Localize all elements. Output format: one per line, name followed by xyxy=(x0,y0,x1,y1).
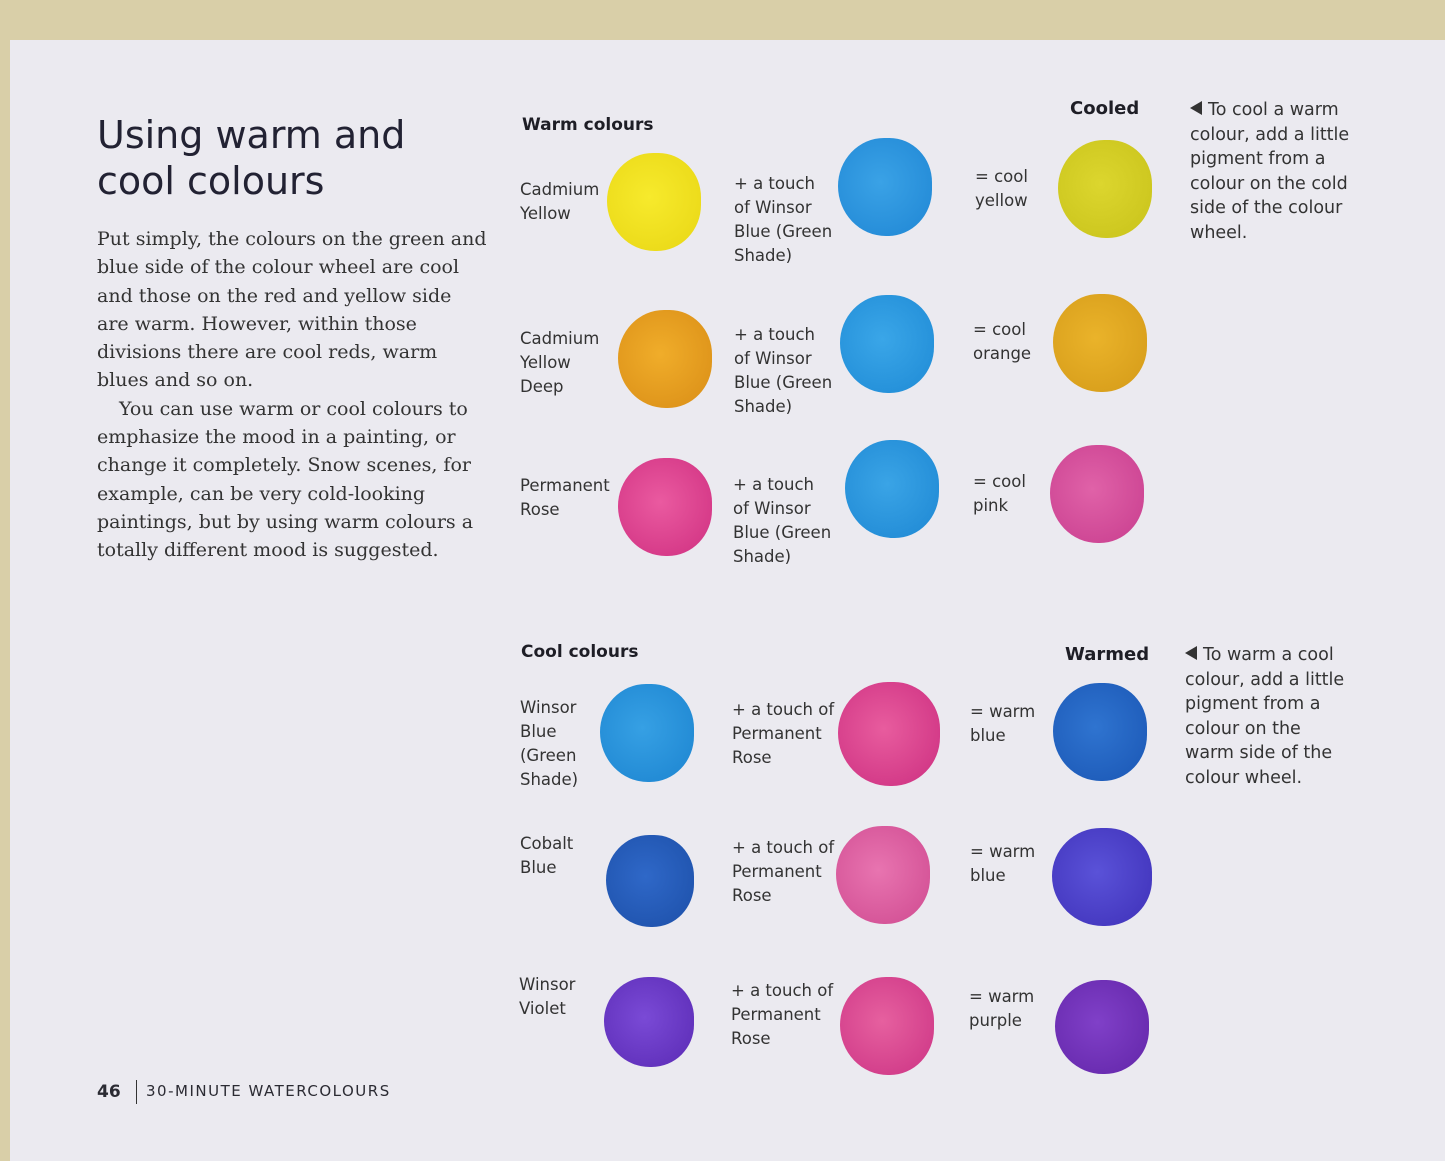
swatch xyxy=(1052,828,1152,926)
swatch xyxy=(838,138,932,236)
base-label: Cobalt Blue xyxy=(520,834,574,877)
page-number: 46 xyxy=(97,1082,121,1102)
result-label: = cool pink xyxy=(973,472,1026,515)
paragraph: Put simply, the colours on the green and… xyxy=(97,228,487,392)
swatch xyxy=(1058,140,1152,238)
result-label: = cool yellow xyxy=(975,167,1028,210)
base-label: Cadmium Yellow Deep xyxy=(520,329,600,396)
add-label: + a touch of Permanent Rose xyxy=(731,981,834,1048)
result-label: = warm purple xyxy=(969,987,1035,1030)
add-label: + a touch of Winsor Blue (Green Shade) xyxy=(734,174,833,265)
swatch xyxy=(604,977,694,1067)
page-title: Using warm and cool colours xyxy=(97,113,406,203)
swatch xyxy=(836,826,930,924)
divider xyxy=(136,1080,137,1104)
swatch xyxy=(1053,294,1147,392)
paragraph: You can use warm or cool colours to emph… xyxy=(97,397,474,562)
section-heading: Warm colours xyxy=(522,115,654,135)
result-heading: Warmed xyxy=(1065,644,1150,665)
result-label: = warm blue xyxy=(970,702,1036,745)
add-label: + a touch of Winsor Blue (Green Shade) xyxy=(733,475,832,566)
result-label: = cool orange xyxy=(973,320,1032,363)
body-text: Put simply, the colours on the green and… xyxy=(97,225,489,565)
swatch xyxy=(606,835,694,927)
swatch xyxy=(618,458,712,556)
section-heading: Cool colours xyxy=(521,642,639,662)
result-heading: Cooled xyxy=(1070,98,1140,119)
swatch xyxy=(1055,980,1149,1074)
swatch xyxy=(838,682,940,786)
result-label: = warm blue xyxy=(970,842,1036,885)
swatch xyxy=(618,310,712,408)
swatch xyxy=(840,977,934,1075)
add-label: + a touch of Permanent Rose xyxy=(732,700,835,767)
base-label: Winsor Blue (Green Shade) xyxy=(520,698,579,789)
base-label: Cadmium Yellow xyxy=(520,180,600,223)
swatch xyxy=(600,684,694,782)
add-label: + a touch of Winsor Blue (Green Shade) xyxy=(734,325,833,416)
swatch xyxy=(845,440,939,538)
side-note: To warm a cool colour, add a little pigm… xyxy=(1185,643,1355,790)
swatch xyxy=(1053,683,1147,781)
swatch xyxy=(1050,445,1144,543)
base-label: Permanent Rose xyxy=(520,476,610,519)
base-label: Winsor Violet xyxy=(519,975,576,1018)
swatch xyxy=(840,295,934,393)
running-head: 30-MINUTE WATERCOLOURS xyxy=(146,1082,391,1100)
side-note: To cool a warm colour, add a little pigm… xyxy=(1190,98,1360,245)
swatch xyxy=(607,153,701,251)
add-label: + a touch of Permanent Rose xyxy=(732,838,835,905)
